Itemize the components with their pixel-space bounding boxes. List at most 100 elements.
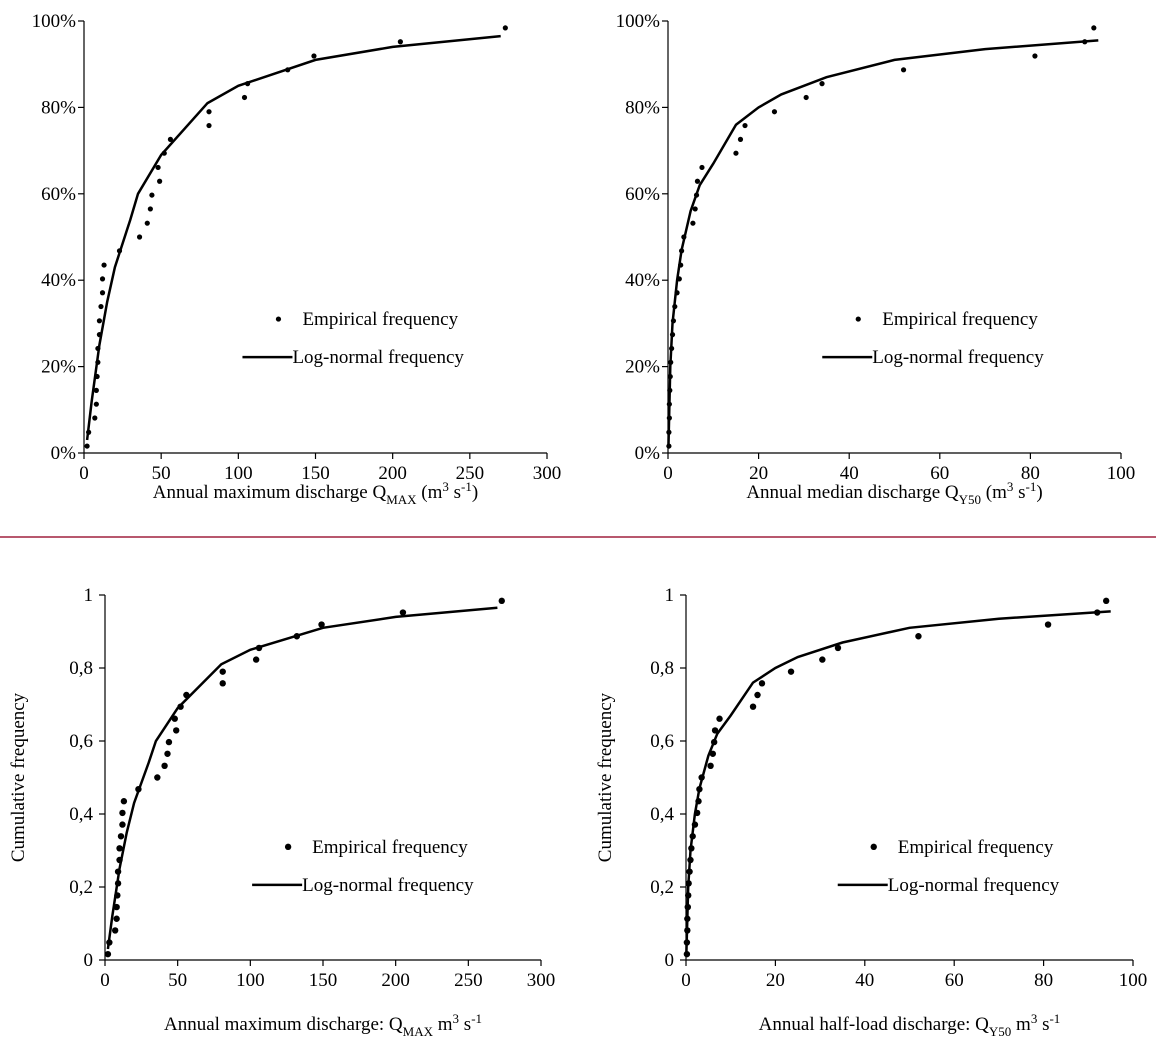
y-tick-label: 60% — [625, 184, 660, 205]
data-point — [165, 738, 173, 746]
legend-label: Empirical frequency — [302, 309, 458, 330]
x-axis-title-part: Annual median discharge Q — [746, 482, 959, 503]
x-tick-label: 100 — [224, 463, 253, 484]
x-axis-title-part: Annual maximum discharge Q — [153, 482, 387, 503]
x-tick-label: 0 — [100, 970, 110, 991]
fit-line — [667, 39, 1099, 445]
x-tick-label: 20 — [749, 463, 768, 484]
data-point — [311, 53, 317, 59]
y-tick-label: 80% — [625, 97, 660, 118]
data-point — [900, 67, 907, 73]
data-point — [157, 178, 163, 184]
x-axis-title-part: 3 — [1007, 479, 1014, 494]
data-point — [98, 303, 104, 310]
x-tick-label: 100 — [236, 970, 265, 991]
legend-label: Log-normal frequency — [872, 347, 1044, 368]
data-point — [803, 94, 809, 101]
data-point — [699, 164, 705, 171]
data-point — [1044, 621, 1052, 628]
x-axis-title-part: s — [1037, 1014, 1049, 1035]
y-tick-label: 0 — [665, 950, 675, 971]
data-point — [167, 136, 174, 142]
x-tick-label: 20 — [766, 970, 785, 991]
legend-marker — [284, 843, 292, 851]
data-point — [92, 415, 98, 421]
data-point — [147, 206, 153, 212]
x-axis-title-part: s — [1013, 482, 1025, 503]
data-point — [834, 644, 842, 652]
data-point — [711, 727, 719, 734]
x-tick-label: 100 — [1119, 970, 1148, 991]
data-point — [84, 443, 90, 449]
legend-label: Log-normal frequency — [302, 875, 474, 896]
x-tick-label: 60 — [930, 463, 949, 484]
x-axis-title-part: -1 — [461, 479, 472, 494]
data-point — [1102, 597, 1110, 605]
x-tick-label: 150 — [309, 970, 338, 991]
x-axis-title-part: -1 — [1049, 1011, 1060, 1026]
data-point — [1091, 25, 1097, 31]
x-tick-label: 40 — [840, 463, 859, 484]
fit-line — [106, 606, 498, 950]
data-point — [502, 25, 508, 31]
data-point — [716, 715, 723, 722]
data-point — [690, 220, 696, 226]
x-tick-label: 80 — [1034, 970, 1053, 991]
data-point — [136, 234, 143, 240]
data-point — [742, 122, 748, 129]
x-axis-title-part: 3 — [1031, 1011, 1038, 1026]
data-point — [737, 136, 744, 142]
y-tick-label: 20% — [41, 357, 76, 378]
fit-line — [685, 610, 1111, 953]
fit-line — [85, 34, 501, 441]
x-axis-title-part: s — [449, 482, 461, 503]
x-tick-label: 0 — [79, 463, 89, 484]
y-tick-label: 0,2 — [650, 877, 674, 898]
data-point — [93, 401, 99, 407]
legend-marker — [275, 316, 282, 322]
y-tick-label: 0,2 — [69, 877, 93, 898]
x-axis-title-part: Annual maximum discharge: Q — [164, 1014, 403, 1035]
x-axis-title-part: ) — [472, 482, 478, 503]
data-point — [120, 798, 128, 805]
x-axis-title-part: -1 — [471, 1011, 482, 1026]
x-axis-title-part: MAX — [386, 492, 417, 507]
data-point — [241, 94, 248, 101]
data-point — [155, 164, 161, 171]
x-tick-label: 0 — [681, 970, 691, 991]
x-axis-title-part: Annual half-load discharge: Q — [759, 1014, 989, 1035]
x-axis-title-part: MAX — [403, 1024, 434, 1039]
data-point — [819, 81, 825, 87]
y-tick-label: 20% — [625, 357, 660, 378]
y-tick-label: 40% — [625, 270, 660, 291]
y-tick-label: 100% — [32, 11, 77, 32]
y-tick-label: 0,6 — [650, 731, 674, 752]
x-tick-label: 200 — [381, 970, 410, 991]
x-axis-title: Annual median discharge QY50 (m3 s-1) — [746, 479, 1042, 507]
y-tick-label: 60% — [41, 184, 76, 205]
x-tick-label: 100 — [1107, 463, 1136, 484]
data-point — [399, 609, 407, 616]
data-point — [318, 621, 325, 628]
y-tick-label: 0% — [51, 443, 77, 464]
y-axis-title: Cumulative frequency — [8, 692, 29, 862]
data-point — [749, 703, 757, 710]
x-axis-title-part: 3 — [442, 479, 449, 494]
data-point — [219, 668, 226, 675]
y-tick-label: 0,8 — [69, 658, 93, 679]
x-axis-title-part: -1 — [1026, 479, 1037, 494]
y-tick-label: 0,6 — [69, 731, 93, 752]
x-axis-title-part: ) — [1036, 482, 1042, 503]
y-tick-label: 100% — [616, 11, 661, 32]
x-tick-label: 40 — [855, 970, 874, 991]
data-point — [116, 845, 123, 852]
data-point — [111, 927, 119, 934]
legend-marker — [855, 316, 861, 322]
panel: 0 20 40 60 80 100 0% 20% 40% 60% 80% 100% Annual med… — [616, 11, 1136, 507]
data-point — [252, 656, 260, 663]
x-tick-label: 60 — [945, 970, 964, 991]
x-tick-label: 50 — [168, 970, 187, 991]
data-point — [771, 109, 778, 115]
